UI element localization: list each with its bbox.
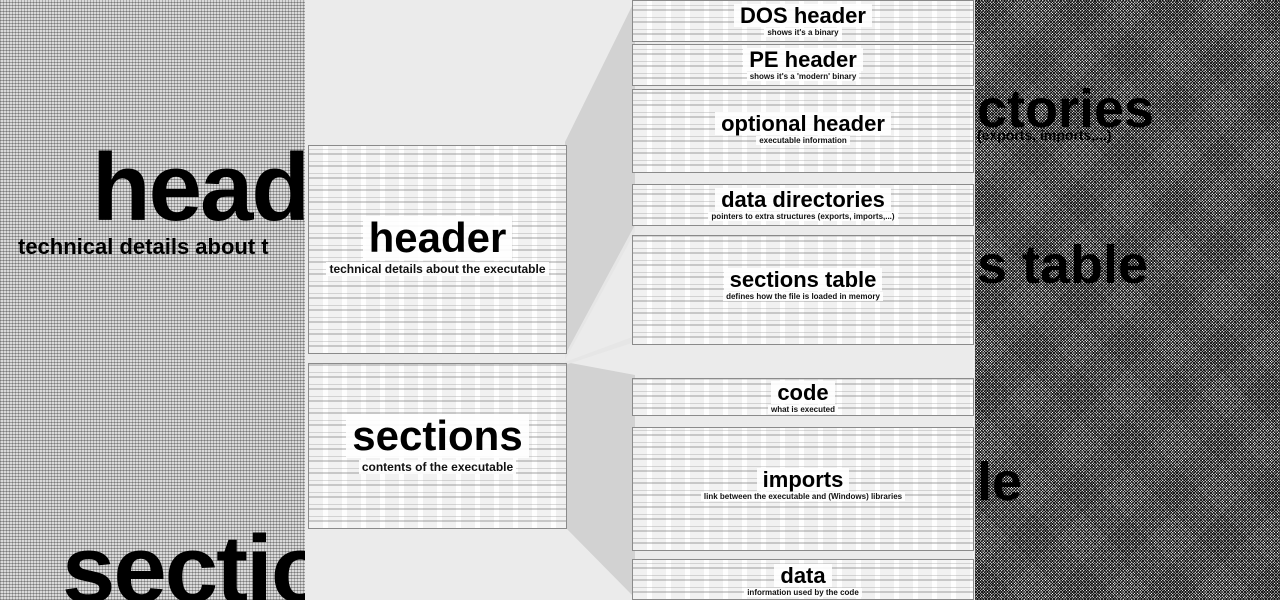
right-ghost-imports: le [977,452,1023,512]
sections-subtitle: contents of the executable [358,460,517,475]
pe-header-subtitle: shows it's a 'modern' binary [746,72,860,81]
header-expansion-wedge [565,0,635,355]
pe-structure-diagram: header technical details about the execu… [305,0,975,600]
left-ghost-sections: sectio [62,516,305,600]
imports-title: imports [756,468,850,491]
sections-table-title: sections table [723,268,883,291]
header-subtitle: technical details about the executable [326,262,549,277]
optional-header-title: optional header [715,112,891,135]
right-ghost-directories: ctories [977,79,1155,139]
left-zoom-panel: head technical details about t sectio [0,0,305,600]
optional-header-box: optional header executable information [632,89,974,173]
right-ghost-directories-sub: (exports, imports,...) [977,127,1112,143]
sections-expansion-wedge [565,362,635,598]
imports-subtitle: link between the executable and (Windows… [700,492,906,501]
wedge-rib [565,225,635,360]
header-title: header [362,215,513,261]
imports-box: imports link between the executable and … [632,427,974,551]
sections-box: sections contents of the executable [308,363,567,529]
code-box: code what is executed [632,378,974,416]
data-title: data [774,564,832,587]
data-directories-title: data directories [715,188,891,211]
pe-header-box: PE header shows it's a 'modern' binary [632,44,974,86]
dos-header-box: DOS header shows it's a binary [632,0,974,42]
data-directories-box: data directories pointers to extra struc… [632,184,974,226]
code-title: code [771,381,835,404]
pe-header-title: PE header [743,48,863,71]
optional-header-subtitle: executable information [756,136,850,145]
dos-header-title: DOS header [734,4,872,27]
wedge-rib [565,336,635,365]
right-ghost-sections-table: s table [977,235,1149,295]
left-ghost-subtitle: technical details about t [18,234,269,259]
connector-wedges [565,0,635,598]
data-box: data information used by the code [632,559,974,600]
header-box: header technical details about the execu… [308,145,567,354]
code-subtitle: what is executed [767,405,839,414]
data-directories-subtitle: pointers to extra structures (exports, i… [708,212,898,221]
right-zoom-panel: ctories (exports, imports,...) s table l… [975,0,1280,600]
data-subtitle: information used by the code [744,588,862,597]
sections-title: sections [346,413,529,459]
sections-table-box: sections table defines how the file is l… [632,235,974,345]
dos-header-subtitle: shows it's a binary [764,28,842,37]
left-ghost-header: head [92,134,305,241]
sections-table-subtitle: defines how the file is loaded in memory [723,292,883,301]
